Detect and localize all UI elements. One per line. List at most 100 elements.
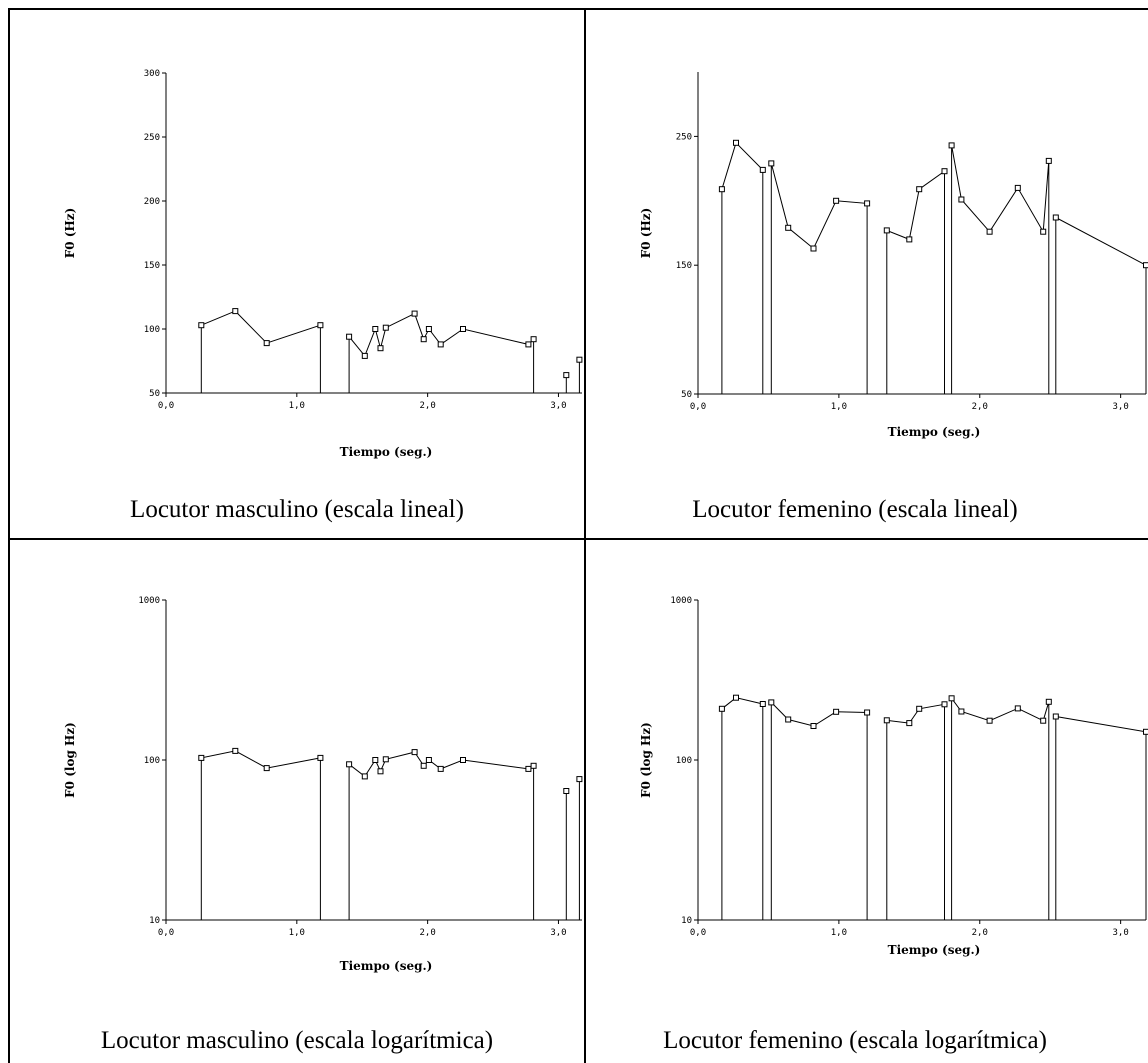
data-point bbox=[768, 160, 775, 167]
data-point bbox=[530, 762, 537, 769]
x-tick-label: 0,0 bbox=[690, 402, 706, 412]
y-tick-label: 100 bbox=[144, 756, 160, 766]
series-line-male-log bbox=[348, 751, 535, 920]
data-point bbox=[1040, 717, 1047, 724]
data-point bbox=[1052, 214, 1059, 221]
y-tick-label: 50 bbox=[681, 390, 692, 400]
data-point bbox=[1014, 705, 1021, 712]
series-line-female-linear bbox=[1055, 216, 1147, 394]
data-point bbox=[346, 761, 353, 768]
y-tick-label: 50 bbox=[149, 389, 160, 399]
y-tick-label: 1000 bbox=[138, 596, 160, 606]
data-point bbox=[785, 716, 792, 723]
data-point bbox=[883, 227, 890, 234]
data-point bbox=[317, 322, 324, 329]
y-axis-label: F0 (Hz) bbox=[639, 208, 653, 259]
panel-male-linear: 50 100 150 200 250 300 0,0 1,0 2,0 3,0 F0 (Hz) Tiem… bbox=[10, 10, 584, 538]
data-point bbox=[1045, 157, 1052, 164]
data-point bbox=[317, 754, 324, 761]
series-line-male-linear bbox=[348, 312, 535, 393]
data-point bbox=[525, 765, 532, 772]
series-line-female-log bbox=[770, 701, 868, 920]
data-point bbox=[411, 749, 418, 756]
x-axis-label: Tiempo (seg.) bbox=[888, 425, 981, 439]
data-point bbox=[810, 723, 817, 729]
panel-female-log: 10 100 1000 0,0 1,0 2,0 3,0 F0 (log Hz) Tiempo (… bbox=[586, 540, 1148, 1063]
data-point bbox=[718, 186, 725, 193]
data-point bbox=[525, 341, 532, 348]
chart-male-log: 10 100 1000 0,0 1,0 2,0 3,0 F0 (log Hz) Tiempo (… bbox=[63, 596, 583, 973]
data-point bbox=[1052, 713, 1059, 720]
data-point bbox=[232, 308, 239, 315]
y-tick-label: 150 bbox=[144, 261, 160, 271]
table-divider-horizontal bbox=[8, 538, 1148, 540]
table-divider-vertical bbox=[584, 8, 586, 1063]
chart-female-log: 10 100 1000 0,0 1,0 2,0 3,0 F0 (log Hz) Tiempo (… bbox=[639, 596, 1148, 957]
data-point bbox=[958, 708, 965, 715]
data-point bbox=[906, 236, 913, 243]
panel-female-linear: 50 150 250 0,0 1,0 2,0 3,0 F0 (Hz) Tiempo (seg.)… bbox=[586, 10, 1148, 538]
caption-male-log: Locutor masculino (escala logarítmica) bbox=[100, 1027, 494, 1054]
series-line-female-log bbox=[951, 696, 1050, 920]
data-point bbox=[198, 754, 205, 761]
data-point bbox=[768, 699, 775, 706]
series-line-female-linear bbox=[770, 163, 868, 394]
data-point bbox=[958, 196, 965, 203]
data-point bbox=[425, 757, 432, 763]
data-point bbox=[425, 326, 432, 332]
data-point bbox=[733, 139, 739, 146]
data-point bbox=[916, 705, 923, 712]
data-point bbox=[759, 701, 766, 707]
data-point bbox=[361, 773, 368, 780]
data-point bbox=[1045, 698, 1052, 705]
y-tick-label: 300 bbox=[144, 69, 160, 79]
data-point bbox=[382, 324, 389, 331]
data-point bbox=[941, 701, 948, 708]
data-point bbox=[372, 326, 379, 332]
y-tick-label: 250 bbox=[676, 132, 692, 142]
data-point bbox=[437, 765, 444, 772]
y-axis-label: F0 (log Hz) bbox=[639, 722, 653, 798]
series-line-male-log bbox=[200, 750, 321, 920]
data-point bbox=[460, 326, 466, 332]
data-point bbox=[372, 757, 379, 763]
data-point bbox=[718, 705, 725, 712]
data-point bbox=[420, 762, 427, 769]
y-tick-label: 10 bbox=[149, 916, 160, 926]
data-point bbox=[986, 228, 993, 235]
data-point bbox=[864, 200, 871, 207]
data-point bbox=[382, 756, 389, 763]
x-tick-label: 2,0 bbox=[972, 402, 988, 412]
data-point bbox=[576, 776, 583, 783]
x-tick-label: 2,0 bbox=[972, 928, 988, 938]
data-point bbox=[733, 694, 739, 701]
x-tick-label: 0,0 bbox=[158, 928, 174, 938]
x-tick-label: 1,0 bbox=[289, 401, 305, 411]
data-point bbox=[883, 717, 890, 724]
data-point bbox=[346, 333, 353, 340]
caption-male-linear: Locutor masculino (escala lineal) bbox=[130, 496, 464, 523]
data-point bbox=[377, 345, 384, 352]
x-tick-label: 0,0 bbox=[690, 928, 706, 938]
data-point bbox=[785, 224, 792, 231]
data-point bbox=[437, 341, 444, 348]
data-point bbox=[986, 717, 993, 724]
y-tick-label: 200 bbox=[144, 197, 160, 207]
x-tick-label: 1,0 bbox=[289, 928, 305, 938]
y-tick-label: 250 bbox=[144, 133, 160, 143]
data-point bbox=[377, 768, 384, 775]
y-axis-label: F0 (Hz) bbox=[63, 208, 77, 259]
data-point bbox=[833, 708, 840, 715]
x-tick-label: 2,0 bbox=[420, 401, 436, 411]
data-point bbox=[263, 765, 270, 772]
data-point bbox=[1014, 184, 1021, 191]
y-tick-label: 10 bbox=[681, 916, 692, 926]
chart-male-linear: 50 100 150 200 250 300 0,0 1,0 2,0 3,0 F0 (Hz) Tiem… bbox=[63, 69, 583, 459]
caption-female-linear: Locutor femenino (escala lineal) bbox=[692, 496, 1018, 523]
y-tick-label: 150 bbox=[676, 261, 692, 271]
x-tick-label: 3,0 bbox=[550, 928, 566, 938]
data-point bbox=[1040, 228, 1047, 235]
x-tick-label: 1,0 bbox=[831, 928, 847, 938]
series-line-female-log bbox=[721, 697, 764, 920]
data-point bbox=[198, 322, 205, 329]
